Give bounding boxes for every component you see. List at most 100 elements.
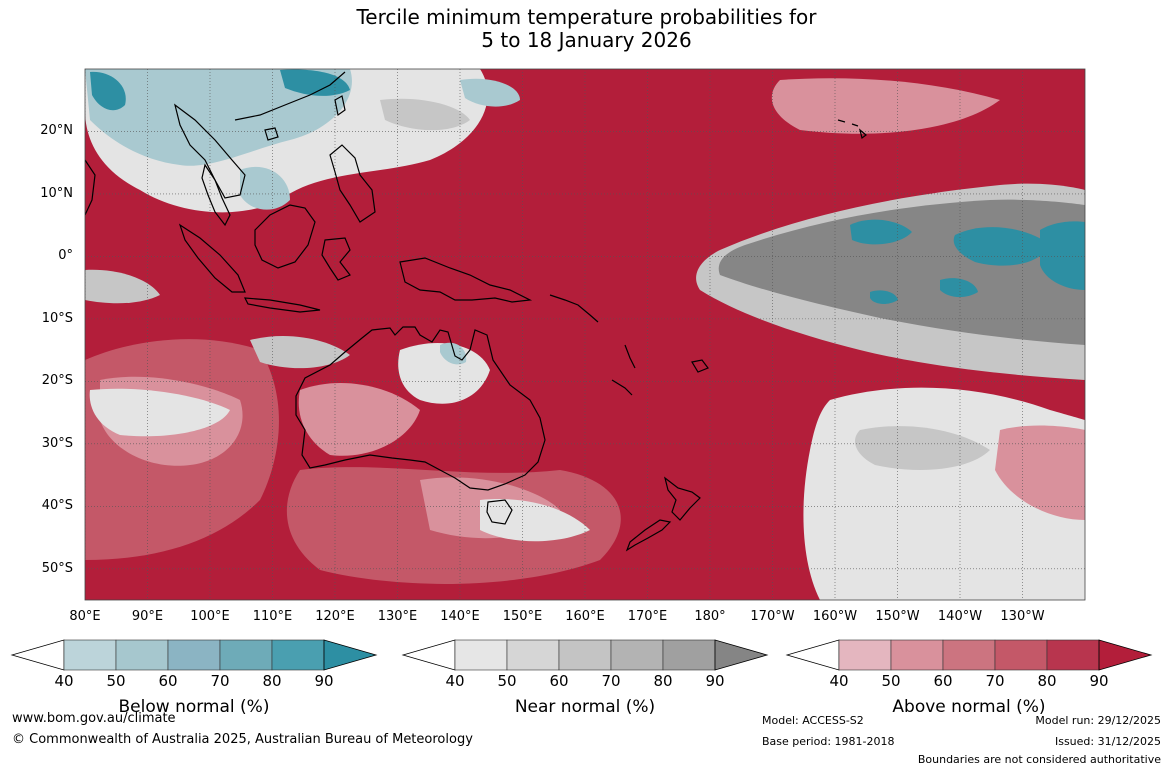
colorbar-low-extension	[10, 639, 65, 671]
colorbar-low-extension	[401, 639, 456, 671]
new-guinea-coastline	[399, 257, 533, 303]
map-title-line-1: Tercile minimum temperature probabilitie…	[356, 5, 817, 29]
near-mid-south-indian	[85, 269, 160, 304]
longitude-label: 140°W	[937, 609, 983, 624]
colorbar-box	[115, 639, 169, 671]
footer-copyright: © Commonwealth of Australia 2025, Austra…	[12, 732, 473, 747]
colorbar-tick-label: 60	[158, 672, 178, 690]
longitude-label: 180°	[694, 609, 726, 624]
borneo-coastline	[254, 204, 316, 269]
new-zealand-north-coastline	[663, 476, 701, 521]
longitude-label: 150°E	[502, 609, 543, 624]
solomon-islands-coastline	[549, 294, 599, 323]
below-strong-china	[280, 69, 350, 96]
colorbar-box	[219, 639, 273, 671]
hawaii-coastline	[837, 119, 867, 140]
below-strong-patch-2	[953, 227, 1050, 266]
sumatra-coastline	[178, 223, 246, 293]
longitude-label: 90°E	[131, 609, 164, 624]
india-coastline	[85, 159, 96, 216]
colorbar-tick-label: 50	[497, 672, 517, 690]
longitude-label: 100°E	[190, 609, 230, 624]
australia-coastline	[295, 326, 546, 491]
colorbar-box	[890, 639, 944, 671]
colorbar-box	[558, 639, 612, 671]
below-strong-patch-1	[850, 219, 912, 245]
taiwan-coastline	[334, 95, 346, 117]
longitude-label: 130°E	[377, 609, 418, 624]
colorbar-box	[271, 639, 325, 671]
philippines-coastline	[329, 144, 376, 223]
footer-model-run: Model run: 29/12/2025	[1035, 714, 1161, 727]
colorbar-box	[994, 639, 1048, 671]
tasmania-coastline	[486, 499, 513, 525]
colorbar-tick-label: 60	[933, 672, 953, 690]
colorbar-tick-label: 50	[106, 672, 126, 690]
colorbar	[10, 639, 378, 671]
java-coastline	[243, 297, 321, 313]
latitude-label: 10°N	[40, 185, 73, 201]
colorbar-box	[63, 639, 117, 671]
latitude-label: 40°S	[41, 498, 73, 514]
colorbar-title: Above normal (%)	[892, 697, 1046, 717]
colorbar-tick-label: 40	[829, 672, 849, 690]
longitude-label: 120°E	[315, 609, 355, 624]
colorbar-box	[838, 639, 892, 671]
above-light-australia-west	[298, 382, 420, 456]
malay-peninsula-coastline	[201, 163, 231, 227]
colorbar-title: Below normal (%)	[118, 697, 270, 717]
colorbar-tick-label: 90	[705, 672, 725, 690]
latitude-label: 20°S	[41, 373, 73, 389]
indochina-coastline	[174, 103, 246, 199]
latitude-label: 10°S	[41, 310, 73, 326]
below-strong-patch-5	[870, 290, 898, 304]
colorbar-tick-label: 70	[210, 672, 230, 690]
below-light-south-china-sea	[240, 166, 290, 210]
colorbar-tick-label: 90	[1089, 672, 1109, 690]
colorbar	[401, 639, 769, 671]
latitude-label: 30°S	[41, 435, 73, 451]
below-light-asia	[85, 69, 352, 166]
footer-disclaimer: Boundaries are not considered authoritat…	[917, 753, 1161, 766]
colorbar-title: Near normal (%)	[514, 697, 656, 717]
longitude-label: 160°W	[812, 609, 858, 624]
colorbar-tick-label: 70	[985, 672, 1005, 690]
near-light-south-australia	[480, 499, 590, 542]
colorbar-tick-label: 80	[653, 672, 673, 690]
longitude-label: 130°W	[1000, 609, 1045, 624]
longitude-label: 110°E	[252, 609, 293, 624]
above-light-south-east-pacific	[995, 425, 1085, 520]
vanuatu-coastline	[624, 344, 636, 369]
colorbar-box	[1046, 639, 1100, 671]
hainan-coastline	[264, 127, 279, 141]
china-coastline	[234, 71, 346, 121]
colorbar-box	[662, 639, 716, 671]
latitude-label: 0°	[58, 248, 73, 264]
above-light-north-east-pacific	[771, 78, 1000, 134]
longitude-label: 140°E	[440, 609, 480, 624]
latitude-label: 50°S	[41, 560, 73, 576]
below-strong-patch-3	[1040, 221, 1085, 290]
near-light-indian-ocean	[89, 388, 230, 437]
below-strong-patch-4	[940, 278, 978, 298]
near-mid-arafura	[250, 335, 350, 369]
map-frame	[84, 68, 1086, 601]
colorbar-tick-label: 40	[54, 672, 74, 690]
coastlines	[85, 71, 867, 552]
new-zealand-south-coastline	[625, 519, 672, 552]
colorbar-box	[454, 639, 508, 671]
longitude-label: 150°W	[875, 609, 920, 624]
map-title-line-2: 5 to 18 January 2026	[481, 28, 692, 52]
new-caledonia-coastline	[611, 379, 633, 396]
longitude-label: 80°E	[69, 609, 101, 624]
longitude-label: 170°E	[627, 609, 668, 624]
colorbar-high-extension	[323, 639, 378, 671]
colorbar-high-extension	[714, 639, 769, 671]
footer-base-period: Base period: 1981-2018	[762, 735, 895, 748]
probability-field	[85, 69, 1085, 600]
footer-url[interactable]: www.bom.gov.au/climate	[12, 711, 176, 726]
near-light-north-australia	[398, 342, 490, 404]
colorbar-tick-label: 50	[881, 672, 901, 690]
colorbar-box	[942, 639, 996, 671]
